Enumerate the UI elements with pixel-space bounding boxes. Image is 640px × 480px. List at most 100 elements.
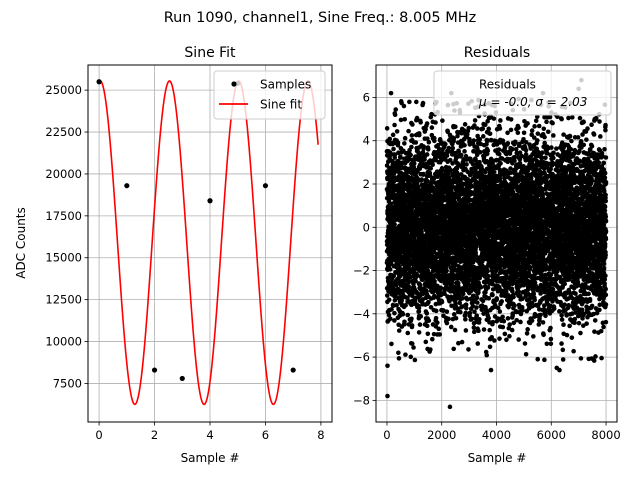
figure-suptitle: Run 1090, channel1, Sine Freq.: 8.005 MH…	[164, 10, 477, 26]
residual-point	[423, 127, 428, 132]
sine-fit-xtick-label: 4	[206, 428, 213, 442]
residual-point	[418, 314, 424, 319]
residual-point	[392, 310, 397, 316]
residual-point	[509, 327, 515, 333]
residual-point	[458, 309, 463, 315]
sine-fit-ytick-label: 20000	[45, 167, 82, 181]
residual-point	[416, 305, 422, 311]
residual-point	[487, 131, 493, 137]
residual-point	[392, 200, 397, 205]
legend-fit-label: Sine fit	[260, 98, 302, 112]
residual-point	[392, 318, 397, 323]
residual-point	[480, 126, 486, 131]
residual-point	[463, 310, 469, 316]
sine-fit-line	[98, 80, 319, 406]
residual-point	[450, 145, 456, 151]
residual-point	[477, 149, 483, 155]
residual-point	[512, 154, 518, 160]
residual-point	[505, 140, 511, 146]
residual-point	[419, 177, 425, 182]
residual-point	[392, 297, 398, 303]
residual-point	[426, 139, 432, 145]
residual-point	[452, 327, 458, 333]
residual-point	[402, 141, 407, 146]
residual-point	[446, 316, 451, 322]
residual-point	[409, 144, 414, 150]
residual-point	[433, 120, 438, 125]
residual-point	[508, 127, 514, 133]
sine-fit-samples-group	[96, 79, 296, 382]
residual-point	[385, 159, 391, 165]
residual-point	[498, 161, 503, 166]
sine-fit-ytick-label: 12500	[45, 293, 82, 307]
residual-point	[474, 126, 480, 131]
sample-point	[262, 183, 269, 189]
residual-point	[424, 311, 430, 316]
residual-point	[511, 294, 516, 300]
residual-point	[400, 312, 406, 317]
residual-point	[402, 116, 408, 122]
residual-point	[512, 139, 518, 145]
sample-point	[290, 367, 296, 373]
legend-samples-label: Samples	[260, 78, 311, 92]
residual-point	[448, 324, 454, 330]
residual-point	[432, 278, 437, 284]
residual-point	[436, 146, 442, 152]
residual-point	[510, 313, 516, 318]
residual-point	[428, 166, 434, 171]
residual-point	[394, 129, 400, 134]
residual-point	[386, 312, 392, 318]
residual-point	[509, 288, 515, 294]
residuals-title: Residuals	[464, 45, 530, 61]
sine-fit-ytick-label: 22500	[45, 125, 82, 139]
residual-point	[396, 328, 402, 333]
residual-point	[429, 111, 434, 117]
residual-point	[516, 337, 521, 342]
residual-point	[417, 322, 423, 327]
residual-point	[467, 136, 472, 142]
sine-fit-ytick-label: 7500	[53, 376, 82, 390]
residual-point	[464, 162, 469, 167]
residual-point	[463, 317, 468, 322]
residual-point	[451, 346, 457, 352]
residual-point	[392, 222, 397, 227]
residual-point	[486, 296, 492, 301]
residual-point	[432, 138, 437, 144]
residual-point	[388, 280, 394, 285]
residual-point	[433, 308, 439, 314]
residual-point	[484, 352, 490, 358]
residual-point	[429, 125, 435, 130]
residual-point	[500, 324, 506, 330]
residual-point	[414, 180, 420, 186]
residual-point	[444, 268, 449, 274]
residual-point	[406, 284, 412, 290]
residual-point	[475, 300, 480, 305]
sine-fit-ytick-label: 25000	[45, 83, 82, 97]
residual-point	[428, 304, 434, 310]
residual-point	[436, 326, 442, 332]
residual-point	[474, 295, 480, 301]
residual-point	[394, 302, 399, 308]
residual-point	[432, 293, 437, 299]
residual-point	[388, 316, 393, 322]
residual-point	[402, 321, 407, 327]
residuals-points-group	[384, 77, 609, 410]
residual-point	[389, 307, 394, 312]
residual-point	[406, 128, 411, 134]
residual-point	[485, 148, 491, 153]
residual-point	[502, 331, 508, 337]
residual-point	[392, 152, 398, 157]
sine-fit-xtick-label: 2	[151, 428, 158, 442]
residual-point	[433, 315, 439, 321]
residual-point	[396, 356, 402, 361]
residual-point	[396, 150, 401, 156]
residual-point	[497, 126, 503, 131]
residual-point	[425, 136, 430, 141]
residual-point	[417, 198, 423, 203]
residual-point	[480, 134, 486, 139]
sine-fit-ytick-label: 15000	[45, 251, 82, 265]
residual-point	[444, 153, 450, 158]
residual-point	[411, 345, 416, 350]
